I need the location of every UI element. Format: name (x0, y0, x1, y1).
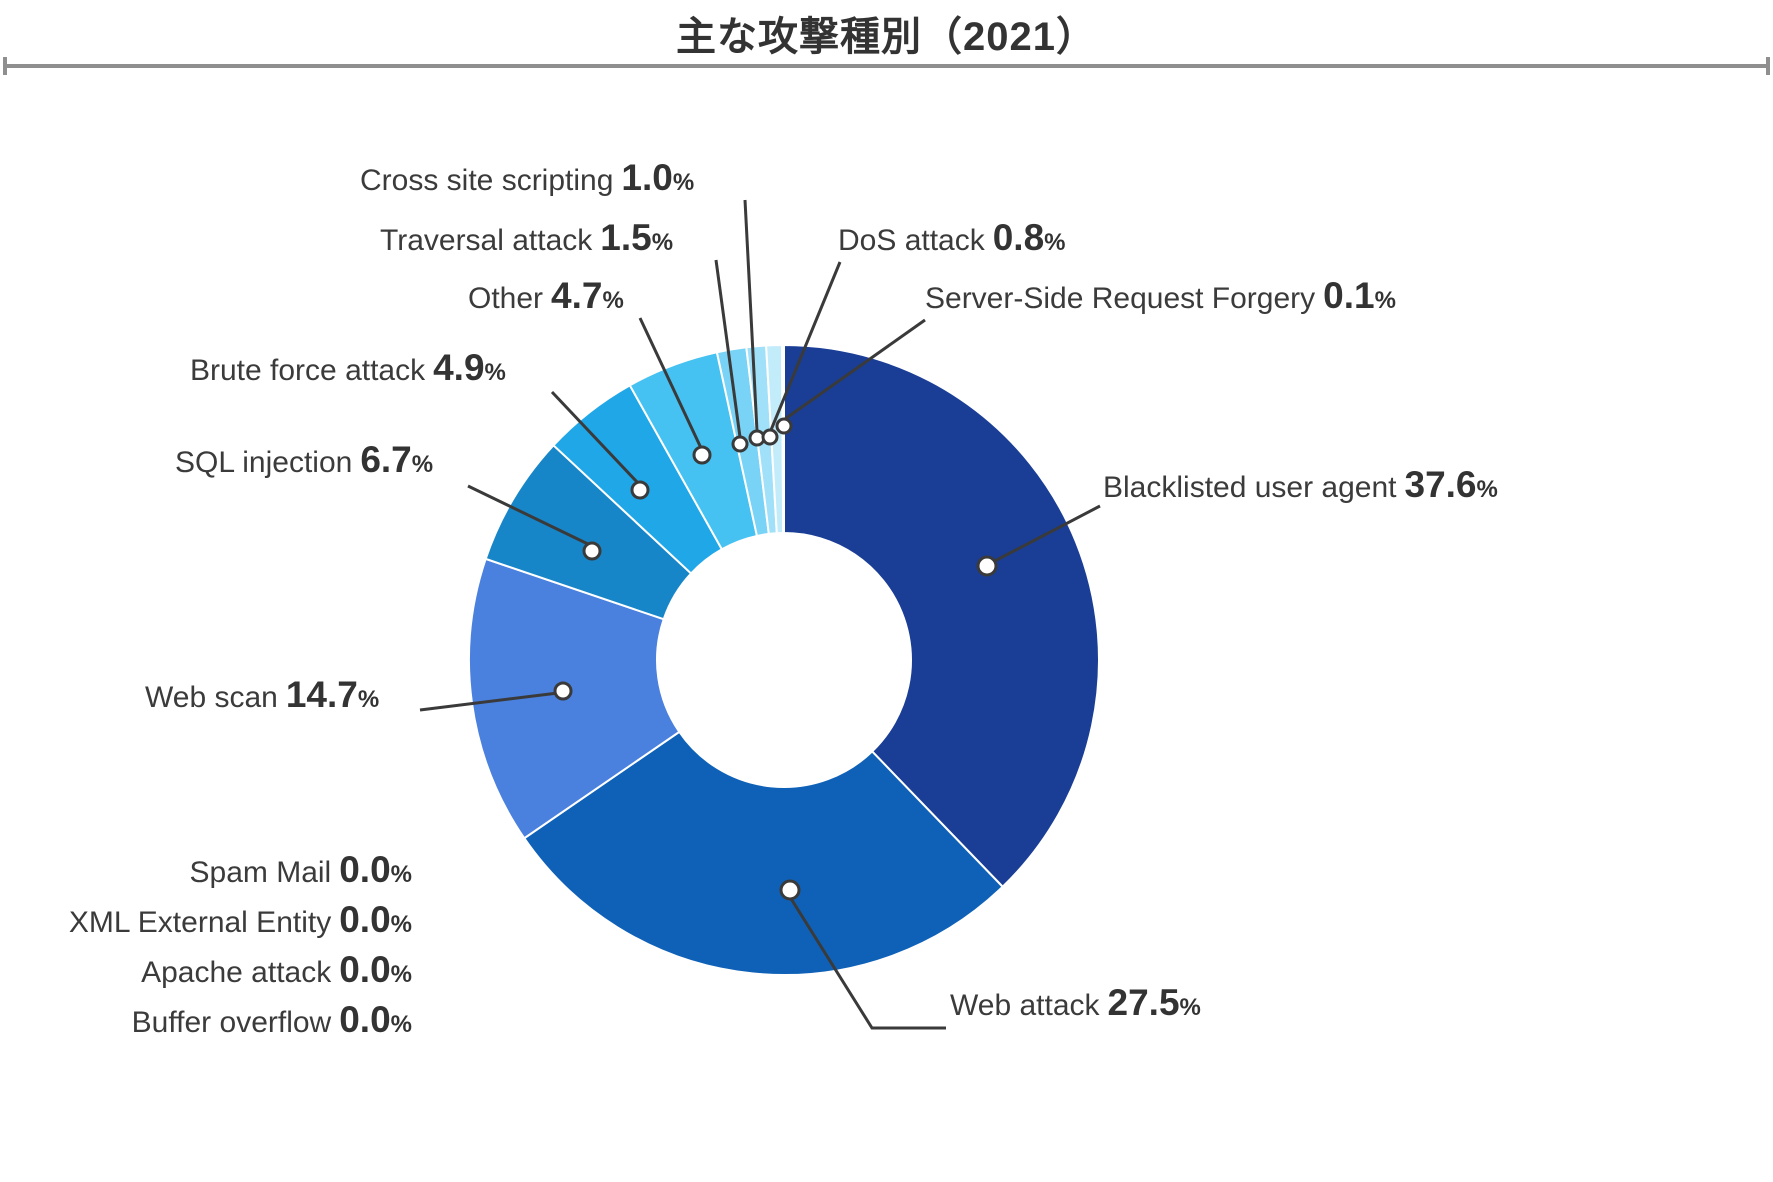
label-value: 0.8 (992, 217, 1045, 258)
label-traversal-attack: Traversal attack 1.5% (380, 217, 673, 259)
marker-web-attack (779, 879, 801, 901)
header-rule (3, 57, 1770, 75)
donut-slices (468, 343, 1100, 976)
marker-blacklisted-user-agent (976, 555, 998, 577)
label-server-side-request-forgery: Server-Side Request Forgery 0.1% (925, 275, 1396, 317)
label-value: 1.0 (621, 157, 673, 198)
marker-traversal-attack (731, 435, 749, 453)
label-unit: % (651, 229, 674, 256)
marker-brute-force-attack (630, 480, 650, 500)
label-unit: % (411, 451, 434, 478)
label-text: Web scan (145, 681, 278, 714)
label-text: Buffer overflow (131, 1006, 332, 1039)
label-value: 0.0 (339, 999, 391, 1040)
rule-tick-left (3, 57, 7, 75)
label-value: 0.1 (1323, 275, 1375, 316)
label-unit: % (1179, 994, 1201, 1021)
label-unit: % (1044, 229, 1066, 256)
label-brute-force-attack: Brute force attack 4.9% (190, 347, 506, 389)
rule-tick-right (1766, 57, 1770, 75)
label-text: Server-Side Request Forgery (925, 282, 1316, 315)
leader-web-scan (419, 691, 559, 712)
label-value: 14.7 (285, 674, 358, 715)
slice-blacklisted-user-agent (783, 343, 1100, 889)
label-unit: % (390, 1011, 412, 1038)
label-unit: % (672, 169, 695, 196)
leader-sql-injection (467, 484, 591, 547)
label-unit: % (390, 861, 412, 888)
label-web-attack: Web attack 27.5% (950, 982, 1201, 1024)
leader-markers (553, 417, 998, 901)
leader-server-side-request-forgery (784, 318, 926, 421)
label-unit: % (1374, 287, 1396, 314)
label-other: Other 4.7% (468, 275, 624, 317)
label-text: Brute force attack (190, 354, 426, 387)
label-unit: % (390, 911, 412, 938)
marker-server-side-request-forgery (775, 417, 793, 435)
label-text: DoS attack (838, 224, 985, 257)
label-value: 4.7 (551, 275, 603, 316)
label-value: 4.9 (433, 347, 485, 388)
label-text: Cross site scripting (360, 164, 614, 197)
label-text: SQL injection (175, 446, 353, 479)
label-value: 6.7 (360, 439, 412, 480)
marker-web-scan (553, 681, 573, 701)
label-blacklisted-user-agent: Blacklisted user agent 37.6% (1103, 464, 1498, 506)
label-web-scan: Web scan 14.7% (145, 674, 379, 716)
label-value: 37.6 (1404, 464, 1477, 505)
label-value: 27.5 (1107, 982, 1180, 1023)
label-apache-attack: Apache attack 0.0% (10, 945, 412, 995)
slice-web-scan (468, 557, 681, 840)
label-cross-site-scripting: Cross site scripting 1.0% (360, 157, 694, 199)
label-dos-attack: DoS attack 0.8% (838, 217, 1066, 259)
marker-other (692, 445, 712, 465)
label-unit: % (390, 961, 412, 988)
leader-web-attack (788, 896, 946, 1030)
label-text: Traversal attack (380, 224, 593, 257)
label-value: 1.5 (600, 217, 652, 258)
label-value: 0.0 (339, 849, 391, 890)
chart-title: 主な攻撃種別（2021） (676, 15, 1097, 59)
slice-web-attack (522, 730, 1005, 976)
label-unit: % (602, 287, 624, 314)
label-unit: % (357, 686, 380, 713)
label-text: Blacklisted user agent (1103, 471, 1397, 504)
label-xml-external-entity: XML External Entity 0.0% (10, 895, 412, 945)
label-text: Spam Mail (189, 856, 332, 889)
marker-dos-attack (761, 428, 779, 446)
label-sql-injection: SQL injection 6.7% (175, 439, 433, 481)
label-unit: % (1476, 476, 1498, 503)
label-value: 0.0 (339, 949, 391, 990)
label-text: Web attack (950, 989, 1100, 1022)
leader-cross-site-scripting (743, 199, 759, 432)
leader-dos-attack (769, 261, 842, 431)
marker-sql-injection (582, 541, 602, 561)
label-spam-mail: Spam Mail 0.0% (10, 845, 413, 895)
leader-other (638, 317, 703, 449)
label-text: XML External Entity (68, 906, 332, 939)
zero-value-labels: Spam Mail 0.0% XML External Entity 0.0% Ap… (10, 845, 412, 1045)
leader-traversal-attack (714, 259, 742, 438)
leader-lines (419, 199, 1101, 1030)
leader-blacklisted-user-agent (988, 504, 1101, 566)
label-value: 0.0 (339, 899, 391, 940)
leader-brute-force-attack (550, 390, 640, 485)
label-unit: % (484, 359, 506, 386)
label-text: Apache attack (141, 956, 332, 989)
label-text: Other (468, 282, 544, 315)
label-buffer-overflow: Buffer overflow 0.0% (10, 995, 412, 1045)
slice-server-side-request-forgery (781, 343, 785, 535)
